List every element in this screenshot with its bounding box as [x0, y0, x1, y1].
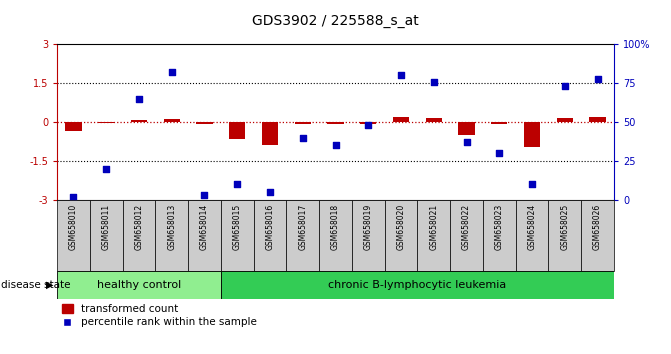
Text: GSM658013: GSM658013: [167, 204, 176, 250]
Text: GSM658019: GSM658019: [364, 204, 373, 250]
Bar: [524, 122, 540, 147]
Text: GSM658025: GSM658025: [560, 204, 569, 250]
Bar: [295, 122, 311, 124]
Bar: [188, 200, 221, 271]
Bar: [123, 200, 155, 271]
Bar: [221, 200, 254, 271]
Bar: [155, 200, 188, 271]
Text: GSM658012: GSM658012: [134, 204, 144, 250]
Bar: [254, 200, 287, 271]
Bar: [417, 200, 450, 271]
Bar: [548, 200, 581, 271]
Text: GSM658016: GSM658016: [266, 204, 274, 250]
Bar: [164, 119, 180, 122]
Point: [428, 79, 439, 85]
Bar: [589, 117, 606, 122]
Bar: [262, 122, 278, 145]
Bar: [98, 122, 114, 124]
Bar: [65, 122, 82, 131]
Text: disease state: disease state: [1, 280, 70, 290]
Text: GSM658018: GSM658018: [331, 204, 340, 250]
Legend: transformed count, percentile rank within the sample: transformed count, percentile rank withi…: [62, 304, 257, 327]
Text: GSM658022: GSM658022: [462, 204, 471, 250]
Text: GDS3902 / 225588_s_at: GDS3902 / 225588_s_at: [252, 14, 419, 28]
Text: GSM658014: GSM658014: [200, 204, 209, 250]
Bar: [581, 200, 614, 271]
Bar: [57, 200, 90, 271]
Text: healthy control: healthy control: [97, 280, 181, 290]
Point: [494, 150, 505, 156]
Bar: [90, 200, 123, 271]
Bar: [491, 122, 507, 124]
Point: [330, 143, 341, 148]
Text: GSM658011: GSM658011: [102, 204, 111, 250]
Bar: [425, 119, 442, 122]
Point: [232, 182, 243, 187]
Point: [592, 76, 603, 81]
Text: GSM658026: GSM658026: [593, 204, 602, 250]
Text: chronic B-lymphocytic leukemia: chronic B-lymphocytic leukemia: [328, 280, 507, 290]
Text: GSM658020: GSM658020: [397, 204, 405, 250]
Bar: [516, 200, 548, 271]
Point: [363, 122, 374, 128]
Point: [101, 166, 111, 172]
Bar: [352, 200, 384, 271]
Point: [264, 189, 275, 195]
Text: GSM658021: GSM658021: [429, 204, 438, 250]
Text: GSM658023: GSM658023: [495, 204, 504, 250]
Point: [396, 73, 407, 78]
Bar: [483, 200, 516, 271]
Bar: [393, 118, 409, 122]
Point: [527, 182, 537, 187]
Point: [68, 194, 79, 200]
Point: [199, 193, 210, 198]
Bar: [229, 122, 246, 139]
Text: GSM658015: GSM658015: [233, 204, 242, 250]
Bar: [327, 122, 344, 124]
Bar: [458, 122, 475, 135]
Bar: [360, 122, 376, 124]
Point: [134, 96, 144, 102]
Text: ▶: ▶: [46, 280, 54, 290]
Text: GSM658010: GSM658010: [69, 204, 78, 250]
Point: [461, 139, 472, 145]
Bar: [197, 122, 213, 124]
Bar: [287, 200, 319, 271]
Bar: [57, 271, 221, 299]
Point: [297, 135, 308, 141]
Bar: [319, 200, 352, 271]
Bar: [384, 200, 417, 271]
Bar: [131, 120, 147, 122]
Bar: [221, 271, 614, 299]
Point: [166, 69, 177, 75]
Text: GSM658017: GSM658017: [298, 204, 307, 250]
Bar: [450, 200, 483, 271]
Point: [560, 84, 570, 89]
Text: GSM658024: GSM658024: [527, 204, 537, 250]
Bar: [557, 119, 573, 122]
